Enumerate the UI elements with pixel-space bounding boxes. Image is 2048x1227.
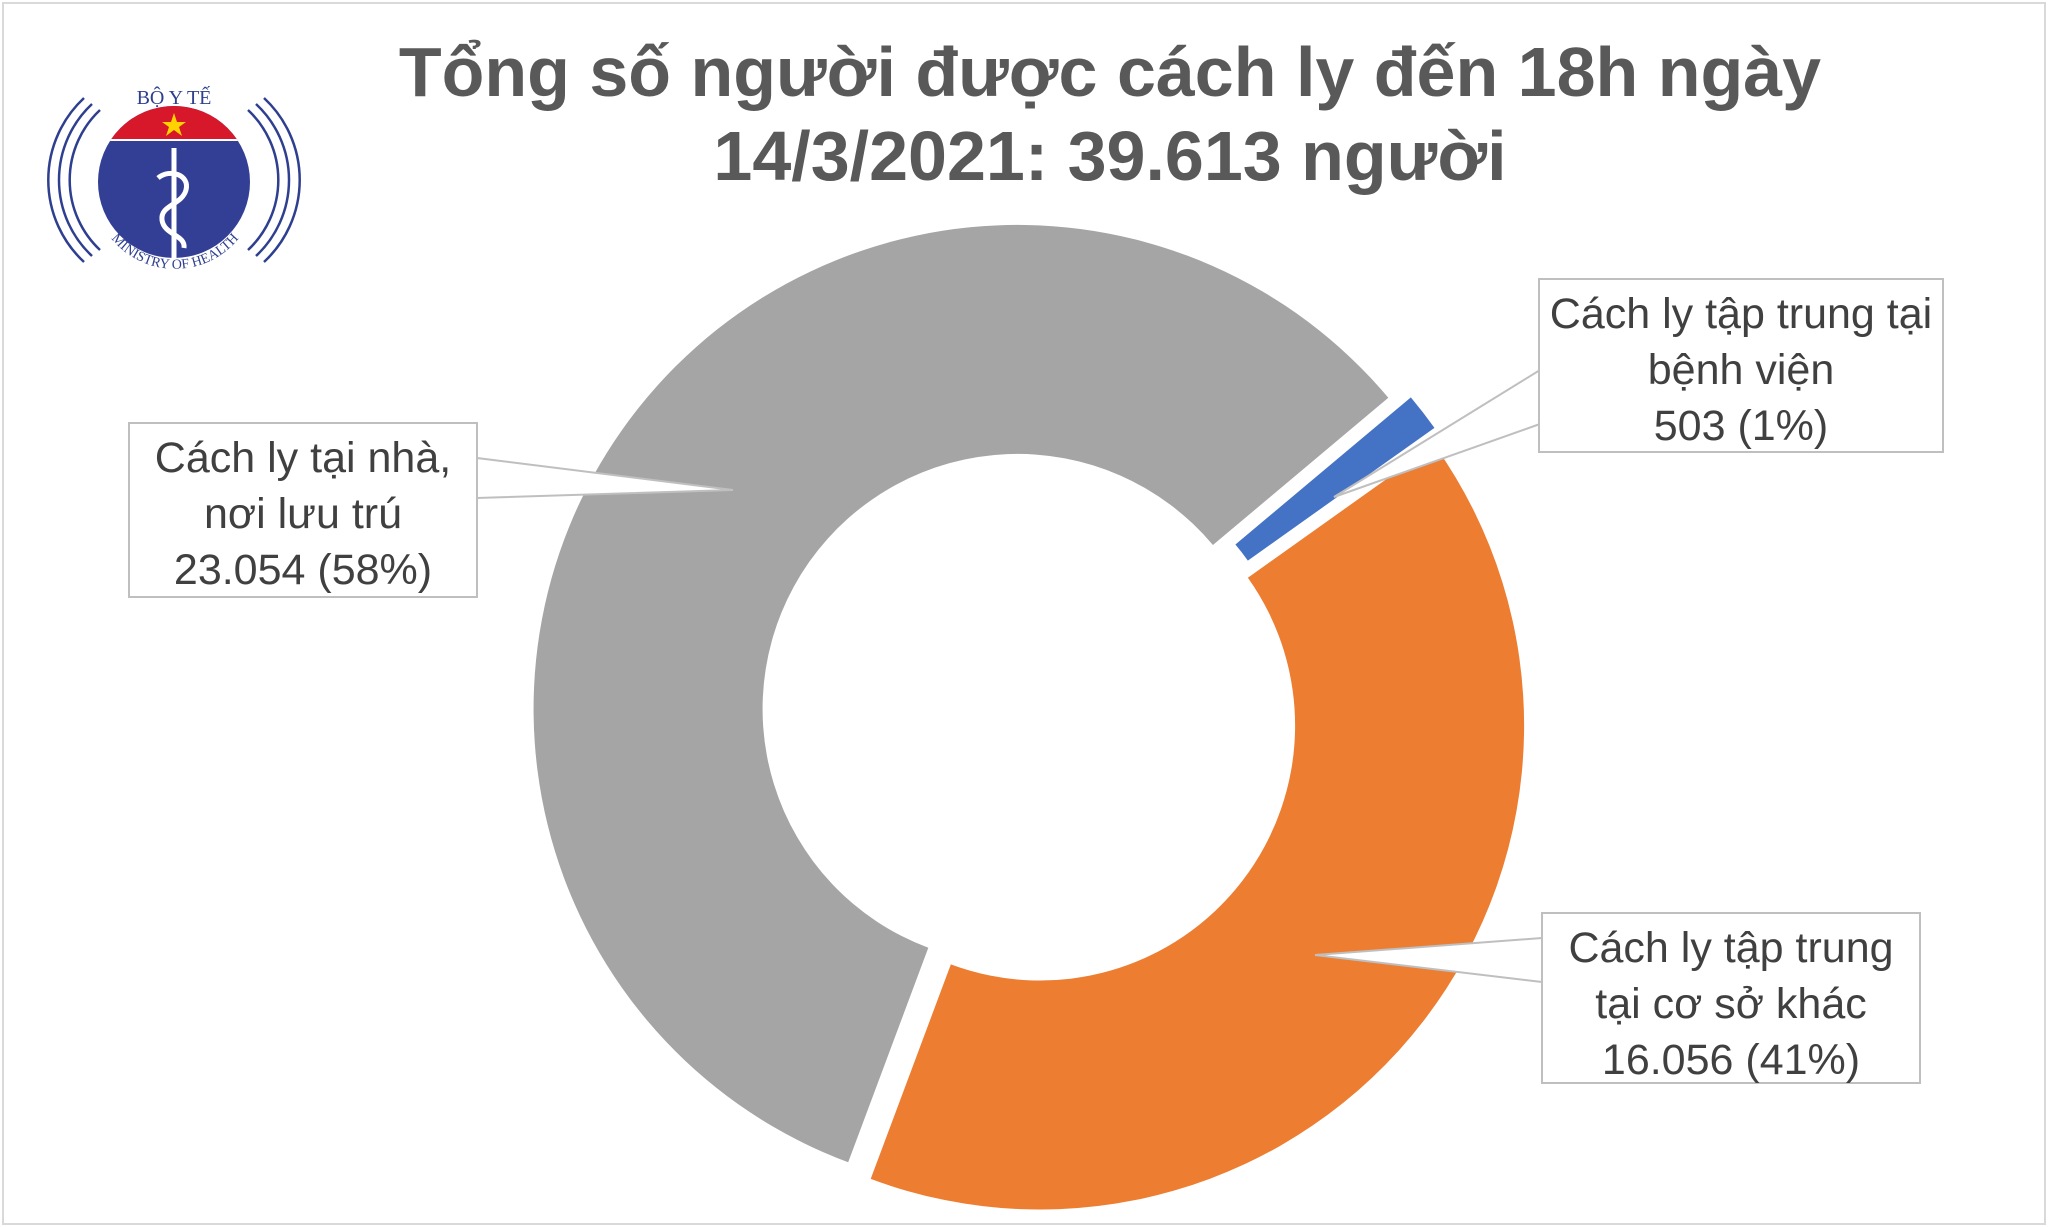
data-label-hospital: Cách ly tập trung tại bệnh viện 503 (1%) — [1538, 278, 1944, 453]
title-line-1: Tổng số người được cách ly đến 18h ngày — [398, 33, 1822, 111]
logo-top-text: BỘ Y TẾ — [137, 85, 212, 109]
slice-home — [533, 224, 1389, 1163]
label-value: 16.056 (41%) — [1601, 1036, 1861, 1084]
data-label-other-facility: Cách ly tập trung tại cơ sở khác 16.056 … — [1541, 912, 1921, 1084]
label-name-line: tại cơ sở khác — [1595, 980, 1867, 1028]
slice-other-facility — [870, 444, 1525, 1210]
ministry-of-health-logo: BỘ Y TẾ MINISTRY OF HEALTH — [47, 85, 301, 273]
title-line-2: 14/3/2021: 39.613 người — [713, 117, 1507, 195]
label-name-line: bệnh viện — [1647, 346, 1835, 394]
data-label-home: Cách ly tại nhà, nơi lưu trú 23.054 (58%… — [128, 422, 478, 598]
slice-hospital — [1235, 397, 1435, 561]
label-value: 23.054 (58%) — [173, 546, 433, 594]
label-name-line: Cách ly tập trung tại — [1549, 290, 1933, 338]
donut-chart — [533, 224, 1525, 1210]
label-value: 503 (1%) — [1653, 402, 1829, 450]
label-name-line: nơi lưu trú — [204, 490, 402, 538]
chart-title: Tổng số người được cách ly đến 18h ngày … — [300, 30, 1920, 198]
label-name-line: Cách ly tập trung — [1568, 924, 1894, 972]
label-name-line: Cách ly tại nhà, — [154, 434, 452, 482]
